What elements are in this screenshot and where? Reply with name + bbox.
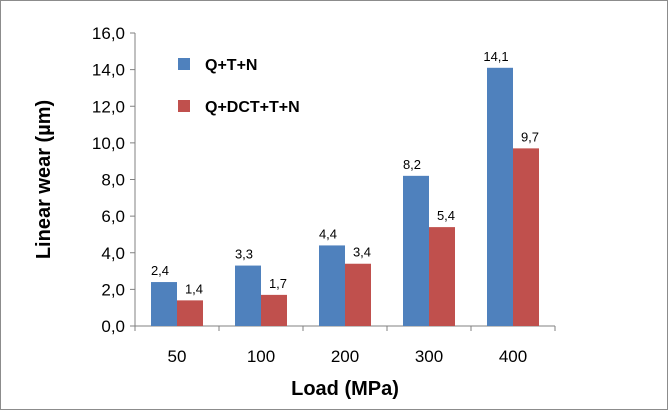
y-tick-label: 6,0 (101, 207, 125, 226)
bar-q-t-n (319, 245, 345, 326)
data-label: 4,4 (319, 226, 337, 241)
legend-swatch (178, 100, 190, 112)
legend-label: Q+T+N (205, 57, 257, 74)
x-tick-label: 200 (331, 347, 359, 366)
data-label: 14,1 (483, 49, 508, 64)
legend-swatch (178, 58, 190, 70)
y-tick-label: 2,0 (101, 280, 125, 299)
y-tick-label: 16,0 (92, 24, 125, 43)
bar-q-t-n (487, 67, 513, 326)
bar-q-dct-t-n (429, 227, 455, 326)
bar-q-t-n (151, 282, 177, 326)
data-label: 1,7 (269, 276, 287, 291)
y-tick-label: 14,0 (92, 61, 125, 80)
y-tick-label: 10,0 (92, 134, 125, 153)
legend-label: Q+DCT+T+N (205, 99, 300, 116)
data-label: 1,4 (185, 281, 203, 296)
x-tick-label: 100 (247, 347, 275, 366)
data-label: 5,4 (437, 208, 455, 223)
legend: Q+T+N Q+DCT+T+N (178, 57, 300, 116)
x-tick-label: 50 (168, 347, 187, 366)
x-tick-label: 400 (499, 347, 527, 366)
x-axis-title: Load (MPa) (291, 378, 399, 400)
bar-q-dct-t-n (345, 263, 371, 326)
y-tick-label: 0,0 (101, 317, 125, 336)
bar-q-dct-t-n (177, 300, 203, 326)
y-tick-label: 8,0 (101, 171, 125, 190)
x-tick-label: 300 (415, 347, 443, 366)
bars (151, 67, 539, 326)
y-axis-title: Linear wear (µm) (33, 100, 55, 259)
bar-q-t-n (235, 265, 261, 326)
data-label: 3,4 (353, 245, 371, 260)
data-label: 8,2 (403, 157, 421, 172)
data-label: 9,7 (521, 129, 539, 144)
bar-q-t-n (403, 175, 429, 326)
y-tick-label: 4,0 (101, 244, 125, 263)
data-label: 3,3 (235, 247, 253, 262)
data-label: 2,4 (151, 263, 169, 278)
data-labels: 2,4 1,4 3,3 1,7 4,4 3,4 8,2 5,4 14,1 9,7 (151, 49, 539, 297)
bar-q-dct-t-n (261, 294, 287, 326)
y-tick-label: 12,0 (92, 97, 125, 116)
bar-q-dct-t-n (513, 148, 539, 326)
axes: 0,0 2,0 4,0 6,0 8,0 10,0 12,0 14,0 16,0 50 100 200 3… (92, 24, 556, 366)
